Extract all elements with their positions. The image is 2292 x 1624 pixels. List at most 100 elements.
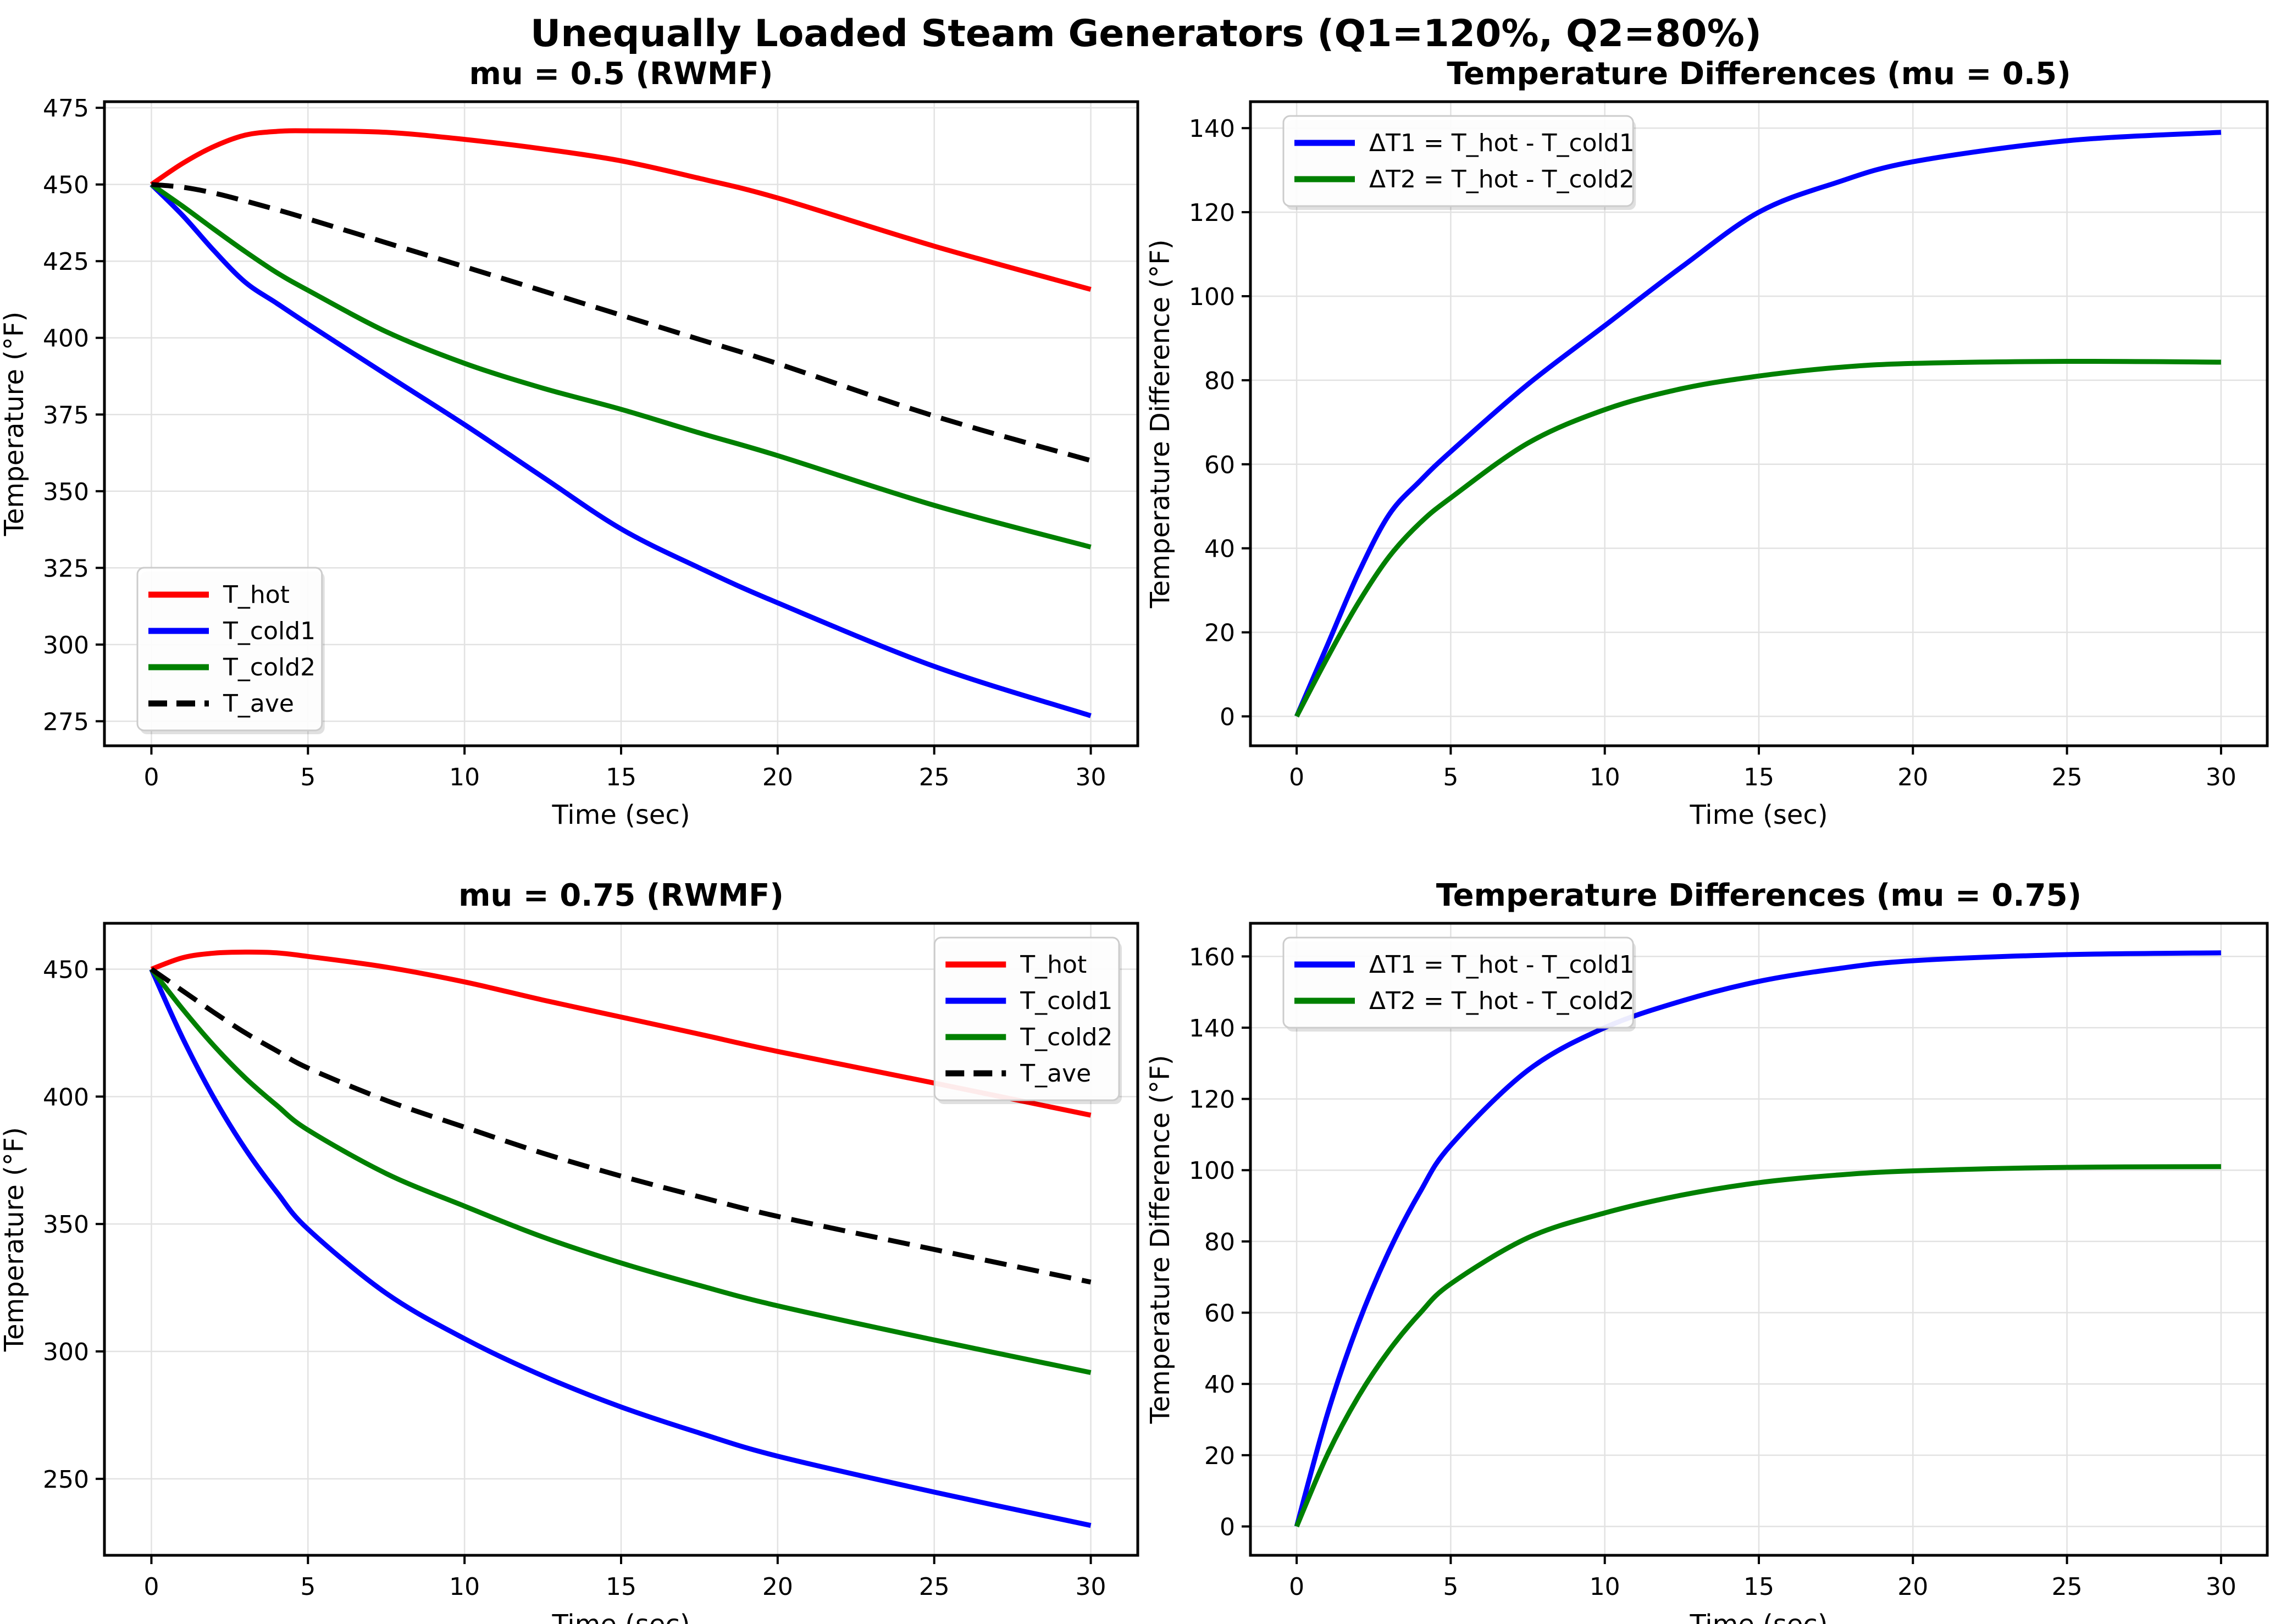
y-axis-label: Temperature (°F) [0,312,30,536]
y-axis-label: Temperature Difference (°F) [1145,239,1176,608]
y-tick-label: 80 [1204,1228,1235,1256]
x-axis-label: Time (sec) [551,1609,690,1624]
x-tick-label: 15 [1743,1573,1774,1601]
x-axis-label: Time (sec) [1689,1609,1828,1624]
x-tick-label: 5 [300,763,315,791]
legend-entry-label: T_cold1 [1020,987,1112,1015]
x-tick-label: 25 [919,1573,950,1601]
legend-entry-label: T_hot [223,581,290,609]
y-tick-label: 375 [43,401,89,429]
x-tick-label: 30 [2206,763,2236,791]
legend-entry: T_cold2 [945,1023,1112,1051]
y-tick-label: 100 [1189,1157,1235,1185]
y-tick-label: 80 [1204,367,1235,395]
legend-entry: ΔT1 = T_hot - T_cold1 [1294,129,1635,157]
x-tick-label: 30 [2206,1573,2236,1601]
legend-entry: T_hot [945,951,1087,979]
series-group [150,128,1092,718]
legend-entry: ΔT2 = T_hot - T_cold2 [1294,165,1635,193]
y-tick-label: 140 [1189,1015,1235,1043]
x-tick-label: 5 [300,1573,315,1601]
x-tick-label: 20 [762,763,793,791]
y-tick-label: 300 [43,631,89,659]
subplot-title: mu = 0.5 (RWMF) [469,56,773,92]
series-line-ΔT2 [1294,1164,2221,1528]
legend-box [1282,936,1634,1029]
y-tick-label: 120 [1189,199,1235,227]
y-tick-label: 20 [1204,1442,1235,1470]
y-tick-label: 40 [1204,1371,1235,1399]
legend-entry-label: ΔT1 = T_hot - T_cold1 [1369,129,1635,157]
legend: T_hot T_cold1 T_cold2 T_ave [933,936,1122,1104]
y-tick-label: 400 [43,325,89,353]
y-tick-label: 350 [43,478,89,506]
legend-entry-label: ΔT2 = T_hot - T_cold2 [1369,987,1635,1015]
x-tick-label: 0 [1289,1573,1304,1601]
y-tick-label: 60 [1204,451,1235,479]
subplot-2: 0 5 10 15 20 25 30 0 20 40 60 80 100 120 140 Temperatur… [1145,56,2269,830]
y-tick-label: 120 [1189,1086,1235,1114]
series-line-ΔT2 [1294,358,2221,718]
legend: ΔT1 = T_hot - T_cold1 ΔT2 = T_hot - T_col… [1282,936,1636,1032]
y-tick-label: 450 [43,956,89,984]
x-tick-label: 0 [143,1573,159,1601]
series-line-T_ave [151,182,1092,463]
legend-entry-label: T_ave [223,690,294,718]
legend-entry-label: T_cold2 [1020,1023,1112,1051]
legend-entry: T_cold1 [945,987,1112,1015]
x-axis-label: Time (sec) [551,800,690,830]
x-tick-label: 20 [1897,1573,1928,1601]
x-tick-label: 5 [1443,1573,1458,1601]
legend-entry: T_cold1 [148,617,315,645]
y-tick-label: 475 [43,95,89,123]
x-tick-label: 0 [1289,763,1304,791]
subplots-group: 0 5 10 15 20 25 30275300325350375400425450475m… [0,56,2269,1624]
x-tick-label: 15 [1743,763,1774,791]
legend-entry: ΔT2 = T_hot - T_cold2 [1294,987,1635,1015]
series-line-T_hot [150,949,1092,1118]
x-tick-label: 25 [2052,763,2083,791]
x-tick-label: 10 [1590,763,1620,791]
series-line-ΔT1 [1294,130,2222,718]
x-tick-label: 0 [143,763,159,791]
y-tick-label: 100 [1189,283,1235,311]
x-tick-label: 20 [1897,763,1928,791]
subplot-title: Temperature Differences (mu = 0.5) [1447,56,2070,92]
legend-entry-label: ΔT2 = T_hot - T_cold2 [1369,165,1635,193]
legend-entry: ΔT1 = T_hot - T_cold1 [1294,951,1635,979]
x-tick-label: 15 [606,1573,636,1601]
x-tick-label: 20 [762,1573,793,1601]
series-line-T_cold1 [149,968,1092,1528]
y-tick-label: 400 [43,1083,89,1111]
subplot-title: mu = 0.75 (RWMF) [458,878,784,913]
y-tick-label: 350 [43,1211,89,1239]
grid [1250,923,2267,1555]
x-tick-label: 10 [1590,1573,1620,1601]
legend-box [1282,115,1634,207]
x-tick-label: 5 [1443,763,1458,791]
y-axis-label: Temperature Difference (°F) [1145,1055,1176,1424]
subplot-4: 0 5 10 15 20 25 30 0 20 40 60 80 100 120 140 160 Tempera… [1145,878,2269,1624]
series-group [149,949,1092,1528]
legend: ΔT1 = T_hot - T_cold1 ΔT2 = T_hot - T_col… [1282,115,1636,210]
y-tick-label: 275 [43,708,89,736]
series-line-T_cold2 [149,967,1092,1375]
y-tick-label: 0 [1220,1513,1235,1541]
series-group [1294,950,2221,1528]
y-tick-label: 250 [43,1466,89,1494]
series-line-T_ave [150,967,1092,1285]
x-tick-label: 25 [2052,1573,2083,1601]
subplot-title: Temperature Differences (mu = 0.75) [1436,878,2081,913]
x-tick-label: 25 [919,763,950,791]
x-tick-label: 15 [606,763,636,791]
legend-entry-label: T_cold1 [223,617,315,645]
series-group [1294,130,2222,718]
y-tick-label: 450 [43,171,89,199]
y-tick-label: 40 [1204,535,1235,563]
series-line-T_cold1 [150,182,1092,718]
x-tick-label: 30 [1076,763,1106,791]
x-tick-label: 10 [449,763,480,791]
